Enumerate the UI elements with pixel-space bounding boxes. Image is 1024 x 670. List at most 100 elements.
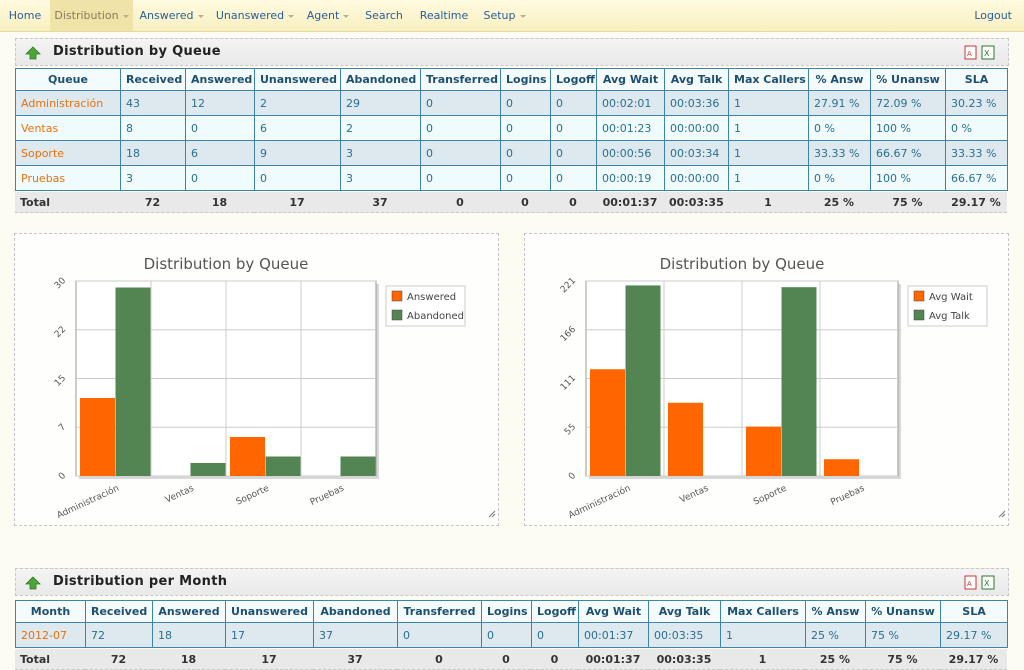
table-body: Month Received Answered Unanswered Abandoned… <box>15 600 1008 648</box>
total-cell: Total <box>20 195 51 209</box>
y-tick-label: 111 <box>559 374 578 393</box>
cell: 0 <box>481 622 532 648</box>
total-cell: 17 <box>261 652 277 666</box>
total-row: Total 72 18 17 37 0 0 0 00:01:37 00:03:35 1 25 % 75 … <box>15 192 1007 213</box>
x-tick-label: Pruebas <box>829 484 866 508</box>
column-header: Transferred <box>397 600 482 623</box>
cell: 00:00:56 <box>596 140 665 166</box>
total-cell: 00:01:37 <box>585 652 641 666</box>
column-header: Unanswered <box>225 600 314 623</box>
chart: Distribution by Queue 0 7 15 22 30 Administrac… <box>53 255 496 521</box>
column-header: Logins <box>481 600 532 623</box>
nav-item[interactable]: Setup <box>476 0 533 31</box>
nav-label[interactable]: Distribution <box>54 9 119 22</box>
nav-label[interactable]: Unanswered <box>215 9 285 22</box>
cell: 0 <box>531 622 579 648</box>
caret <box>288 14 295 18</box>
y-tick-label: 30 <box>53 276 68 291</box>
legend-swatch <box>913 309 925 321</box>
cell: 1 <box>728 115 809 141</box>
column-header: Avg Talk <box>664 68 729 91</box>
cell: 0 % <box>808 165 871 191</box>
nav-label[interactable]: Setup <box>483 9 516 22</box>
total-cell: 37 <box>372 195 388 209</box>
resize-grip <box>998 510 1006 518</box>
svg-text:A: A <box>967 50 972 58</box>
legend-label: Abandoned <box>407 311 464 322</box>
nav-item[interactable]: Agent <box>300 0 356 31</box>
nav-label[interactable]: Agent <box>306 9 340 22</box>
nav-item[interactable]: Answered <box>133 0 210 31</box>
total-cell: Total <box>20 652 51 666</box>
total-cell: 0 <box>569 195 577 209</box>
row-link[interactable]: Administración <box>15 90 121 116</box>
row-link[interactable]: Soporte <box>15 140 121 166</box>
row-link[interactable]: Pruebas <box>15 165 121 191</box>
table-row: Pruebas 3 0 0 3 0 0 0 00:00:19 00:00:00 1 0 % 100 % 6… <box>15 165 1008 191</box>
x-tick-label: Pruebas <box>309 484 346 508</box>
column-header: Abandoned <box>340 68 421 91</box>
resize-grip <box>488 510 496 518</box>
cell: 8 <box>120 115 186 141</box>
nav-label[interactable]: Answered <box>139 9 194 22</box>
total-cell: 37 <box>347 652 363 666</box>
cell: 75 % <box>865 622 941 648</box>
total-cell: 00:03:35 <box>669 195 724 209</box>
total-cell: 75 % <box>887 652 918 666</box>
nav-label[interactable]: Search <box>365 9 403 22</box>
cell: 66.67 % <box>945 165 1008 191</box>
cell: 0 % <box>808 115 871 141</box>
cell: 00:00:00 <box>664 115 729 141</box>
bar <box>781 287 817 476</box>
bar <box>190 463 226 476</box>
header-row: Month Received Answered Unanswered Abandoned… <box>15 600 1008 623</box>
collapse-icon[interactable] <box>25 576 41 590</box>
nav-item[interactable]: Unanswered <box>210 0 300 31</box>
x-tick-label: Administración <box>55 483 121 521</box>
chart: Distribution by Queue 0 55 111 166 221 Adminis… <box>559 255 1006 521</box>
table-body: Queue Received Answered Unanswered Abandoned… <box>15 68 1008 191</box>
y-tick-label: 221 <box>559 276 578 295</box>
cell: 0 <box>550 165 597 191</box>
cell: 9 <box>254 140 341 166</box>
cell: 29 <box>340 90 421 116</box>
nav-label[interactable]: Home <box>8 9 42 22</box>
total-table: Total 72 18 17 37 0 0 0 00:01:37 00:03:35 1 25 % 75 … <box>15 192 1007 213</box>
cell: 0 <box>500 165 551 191</box>
logout[interactable]: Logout <box>974 9 1012 22</box>
cell: 1 <box>728 165 809 191</box>
total-cell: 0 <box>521 195 529 209</box>
row-link[interactable]: Ventas <box>15 115 121 141</box>
nav-item[interactable]: Realtime <box>412 0 476 31</box>
cell: 00:02:01 <box>596 90 665 116</box>
cell: 72.09 % <box>870 90 946 116</box>
collapse-icon[interactable] <box>25 46 41 60</box>
column-header: SLA <box>945 68 1008 91</box>
total-cell: 72 <box>144 195 161 209</box>
cell: 0 <box>185 165 255 191</box>
nav-item[interactable]: Search <box>356 0 412 31</box>
y-tick-label: 22 <box>53 325 68 340</box>
column-header: Transferred <box>420 68 501 91</box>
data-table: Month Received Answered Unanswered Abandoned… <box>15 600 1008 648</box>
column-header: Unanswered <box>254 68 341 91</box>
cell: 17 <box>225 622 314 648</box>
row-link[interactable]: 2012-07 <box>15 622 86 648</box>
y-tick-label: 7 <box>57 422 68 433</box>
column-header: Received <box>120 68 186 91</box>
total-cell: 0 <box>435 652 443 666</box>
cell: 0 <box>550 140 597 166</box>
legend-swatch <box>391 290 403 302</box>
cell: 0 <box>420 90 501 116</box>
column-header: % Answ <box>808 68 871 91</box>
cell: 0 <box>550 115 597 141</box>
nav-item[interactable]: Distribution <box>50 0 133 31</box>
nav-label[interactable]: Realtime <box>419 9 469 22</box>
nav-item[interactable]: Home <box>0 0 50 31</box>
total-cell: 17 <box>289 195 305 209</box>
cell: 2 <box>340 115 421 141</box>
